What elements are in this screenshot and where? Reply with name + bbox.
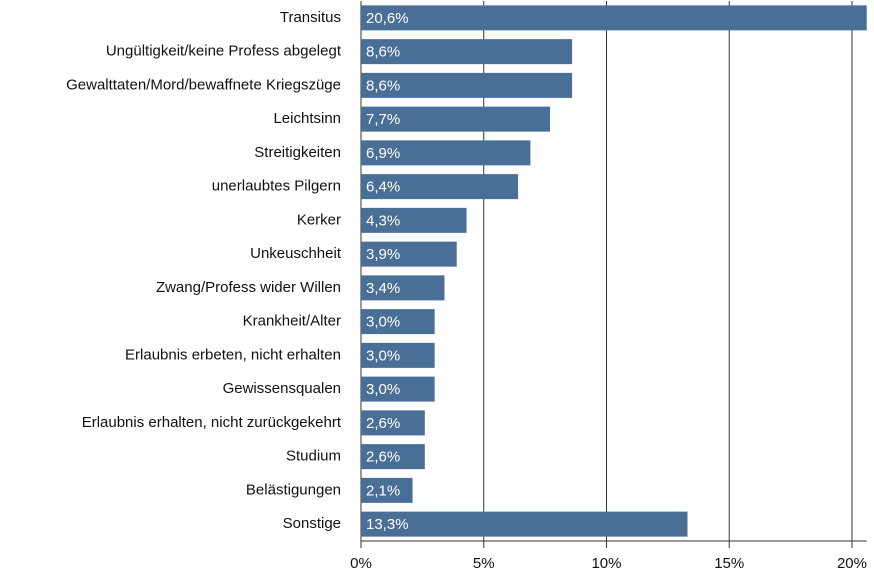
bar [361,174,519,200]
x-tick-label: 10% [591,555,621,572]
y-tick-label: Studium [286,448,341,465]
y-tick-label: Erlaubnis erhalten, nicht zurückgekehrt [82,414,342,431]
value-label: 8,6% [366,77,400,94]
value-label: 2,6% [366,415,400,432]
y-tick-label: Krankheit/Alter [243,313,341,330]
x-tick-label: 0% [350,555,372,572]
bar [361,376,435,402]
bar [361,5,867,31]
y-tick-label: Streitigkeiten [254,144,341,161]
bar [361,511,688,537]
bar [361,106,551,132]
value-label: 8,6% [366,44,400,61]
bar [361,275,445,301]
value-label: 4,3% [366,212,400,229]
y-tick-label: Transitus [280,9,341,26]
x-tick-label: 20% [837,555,867,572]
bar [361,72,573,98]
y-tick-label: Gewalttaten/Mord/bewaffnete Kriegszüge [66,76,341,93]
y-tick-label: Sonstige [283,515,341,532]
y-tick-label: Kerker [297,211,341,228]
y-tick-label: Belästigungen [246,481,341,498]
bar [361,477,413,503]
value-label: 20,6% [366,10,409,27]
bar [361,207,467,233]
value-label: 3,9% [366,246,400,263]
value-label: 3,0% [366,314,400,331]
bar [361,410,425,436]
x-tick-label: 5% [473,555,495,572]
y-tick-label: Leichtsinn [273,110,341,127]
bar [361,309,435,335]
y-tick-label: unerlaubtes Pilgern [212,178,341,195]
value-label: 13,3% [366,516,409,533]
bar [361,241,457,267]
value-label: 3,4% [366,280,400,297]
value-label: 6,9% [366,145,400,162]
y-tick-label: Unkeuschheit [250,245,342,262]
x-tick-label: 15% [714,555,744,572]
bar [361,39,573,65]
bar [361,444,425,470]
value-label: 2,6% [366,449,400,466]
value-label: 6,4% [366,179,400,196]
y-tick-label: Ungültigkeit/keine Profess abgelegt [106,43,342,60]
bar [361,140,531,166]
value-label: 2,1% [366,482,400,499]
y-tick-label: Gewissensqualen [223,380,341,397]
y-tick-label: Zwang/Profess wider Willen [156,279,341,296]
value-label: 3,0% [366,381,400,398]
bar [361,342,435,368]
value-label: 7,7% [366,111,400,128]
y-tick-label: Erlaubnis erbeten, nicht erhalten [125,346,341,363]
value-label: 3,0% [366,347,400,364]
